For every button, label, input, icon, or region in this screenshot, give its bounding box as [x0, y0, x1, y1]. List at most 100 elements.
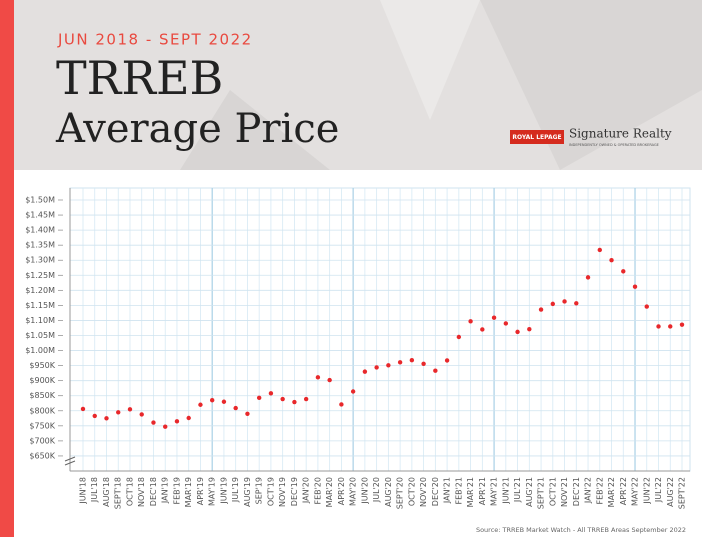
logo-name: Signature Realty: [569, 127, 672, 141]
point: [280, 396, 285, 402]
point: [80, 406, 86, 412]
point: [127, 407, 133, 412]
point: [538, 307, 544, 312]
x-tick-label: JUN'22: [642, 477, 651, 505]
point: [644, 304, 649, 309]
x-tick-label: MAY'21: [490, 477, 499, 506]
point: [433, 368, 438, 373]
x-tick-label: APR'22: [619, 477, 628, 505]
logo-brand: ROYAL LEPAGE: [512, 134, 561, 141]
x-tick-label: OCT'20: [407, 477, 416, 506]
logo-tagline: INDEPENDENTLY OWNED & OPERATED BROKERAGE: [569, 143, 659, 147]
point: [527, 326, 532, 332]
y-tick-label: $950K: [29, 361, 55, 370]
point: [679, 322, 685, 327]
x-tick-label: DEC'19: [290, 477, 299, 506]
point: [327, 377, 332, 383]
decor: [480, 0, 702, 170]
x-tick-label: FEB'22: [595, 477, 604, 505]
x-tick-label: SEPT'22: [678, 477, 687, 509]
x-tick-label: MAY'20: [349, 477, 358, 506]
point: [209, 398, 215, 403]
y-tick-label: $800K: [29, 406, 55, 415]
point: [609, 258, 614, 263]
point: [198, 402, 203, 407]
decor: [380, 0, 480, 120]
y-tick-label: $1.35M: [25, 241, 55, 250]
point: [233, 405, 238, 411]
side-bar: [0, 0, 14, 537]
x-tick-label: JUN'21: [501, 477, 510, 505]
point: [221, 399, 227, 404]
point: [397, 360, 403, 365]
x-tick-label: JUL'22: [654, 477, 663, 503]
point: [480, 327, 485, 332]
x-tick-label: JUL'19: [231, 477, 240, 503]
point: [456, 334, 462, 340]
x-tick-label: MAY'22: [631, 477, 640, 506]
x-tick-label: JUL'21: [513, 477, 522, 503]
y-tick-label: $1.05M: [25, 331, 55, 340]
point: [268, 391, 274, 396]
point: [339, 402, 344, 407]
source: Source: TRREB Market Watch - All TRREB A…: [476, 526, 686, 534]
x-tick-label: MAY'19: [208, 477, 217, 506]
point: [139, 412, 144, 417]
point: [174, 419, 180, 424]
x-tick-label: DEC'18: [149, 477, 158, 506]
x-tick-label: SEPT'21: [537, 477, 546, 509]
point: [256, 395, 262, 401]
point: [386, 363, 391, 368]
point: [550, 301, 556, 307]
x-tick-label: FEB'20: [313, 477, 322, 505]
y-tick-label: $1.00M: [25, 346, 55, 355]
x-tick-label: AUG'19: [243, 477, 252, 507]
point: [104, 416, 109, 421]
y-tick-label: $650K: [29, 451, 55, 460]
x-tick-label: JUN'19: [219, 477, 228, 505]
point: [562, 299, 567, 304]
axis-break: [64, 456, 76, 466]
y-tick-label: $1.50M: [25, 196, 55, 205]
x-tick-label: MAR'20: [325, 477, 334, 507]
x-tick-label: JAN'22: [584, 477, 593, 504]
y-tick-label: $850K: [29, 391, 55, 400]
y-tick-label: $1.20M: [25, 286, 55, 295]
x-tick-label: AUG'21: [525, 477, 534, 507]
x-tick-label: FEB'21: [454, 477, 463, 505]
point: [585, 275, 591, 280]
point: [668, 324, 673, 329]
point: [350, 389, 356, 394]
x-tick-label: JUL'18: [90, 477, 99, 503]
x-tick-label: NOV'18: [137, 477, 146, 507]
x-tick-label: APR'21: [478, 477, 487, 505]
point: [503, 321, 509, 326]
x-tick-label: NOV'21: [560, 477, 569, 507]
title: Average Price: [55, 106, 339, 152]
point: [116, 410, 121, 415]
x-tick-label: MAR'22: [607, 477, 616, 507]
point: [186, 415, 191, 421]
point: [468, 319, 473, 324]
x-tick-label: SEPT'20: [396, 477, 405, 509]
x-tick-label: NOV'20: [419, 477, 428, 507]
x-tick-label: DEC'21: [572, 477, 581, 506]
point: [515, 329, 520, 335]
point: [163, 424, 168, 429]
x-tick-label: SEPT'18: [114, 477, 123, 509]
point: [574, 301, 579, 306]
y-tick-label: $1.30M: [25, 256, 55, 265]
decor: [180, 90, 330, 170]
x-tick-label: MAR'19: [184, 477, 193, 507]
x-tick-label: OCT'19: [266, 477, 275, 506]
x-tick-label: APR'19: [196, 477, 205, 505]
x-tick-label: MAR'21: [466, 477, 475, 507]
point: [632, 284, 638, 289]
point: [421, 361, 426, 367]
x-tick-label: AUG'20: [384, 477, 393, 507]
y-tick-label: $750K: [29, 421, 55, 430]
x-tick-label: AUG'22: [666, 477, 675, 507]
point: [303, 396, 309, 402]
point: [409, 357, 415, 363]
